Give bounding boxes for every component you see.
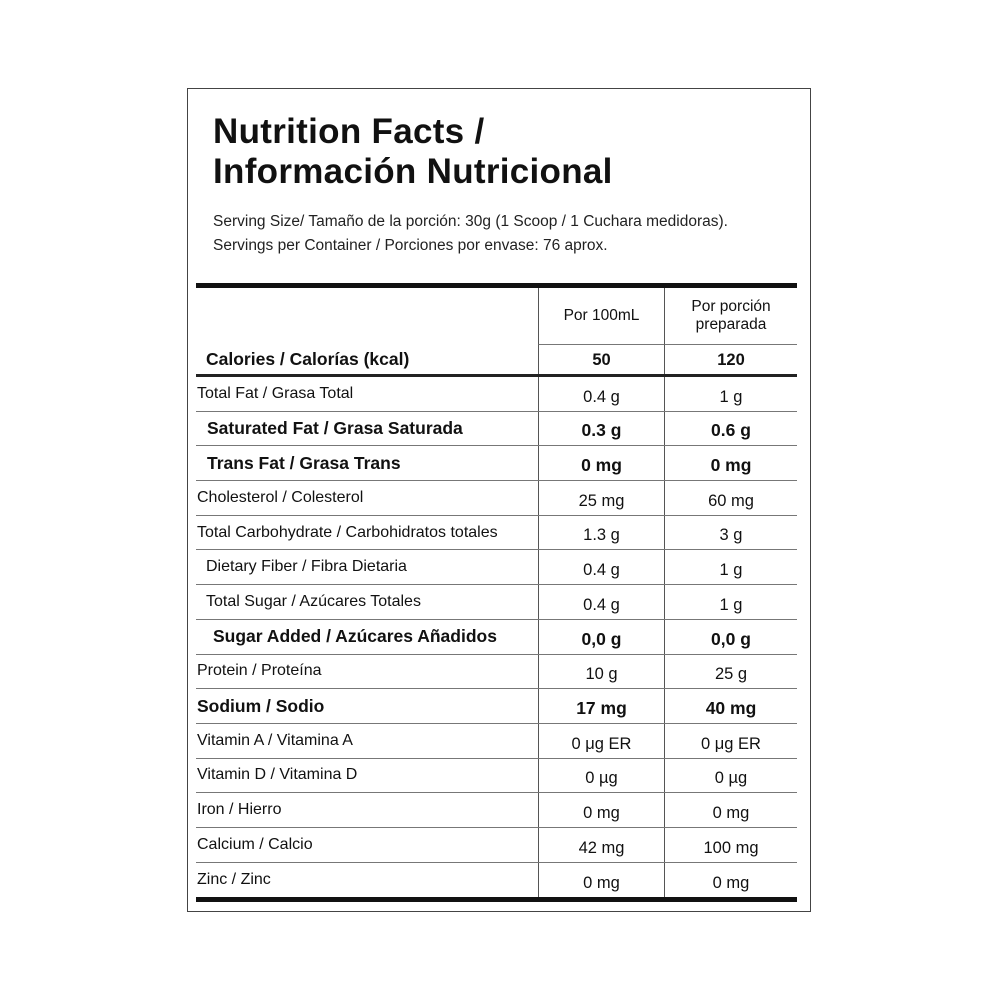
value-per-serving: 0 mg [664,862,797,898]
servings-per-container: Servings per Container / Porciones por e… [213,237,608,254]
nutrient-label: Protein / Proteína [197,662,322,680]
nutrient-row: Vitamin A / Vitamina A 0 μg ER 0 μg ER [196,723,797,759]
nutrition-table: Por 100mL Por porción preparada Calories… [196,283,797,903]
nutrient-label: Sodium / Sodio [197,695,325,716]
value-per-100ml: 42 mg [538,827,664,862]
value-per-serving: 0.6 g [664,411,797,446]
label-border [187,88,811,912]
nutrient-label: Vitamin D / Vitamina D [197,766,358,784]
serving-info: Serving Size/ Tamaño de la porción: 30g … [213,210,728,258]
value-per-100ml: 0 mg [538,446,664,481]
nutrient-row: Cholesterol / Colesterol 25 mg 60 mg [196,481,797,516]
value-per-100ml: 17 mg [538,689,664,723]
nutrient-row: Iron / Hierro 0 mg 0 mg [196,793,797,828]
nutrient-label: Total Carbohydrate / Carbohidratos total… [197,523,498,541]
nutrient-label: Calcium / Calcio [197,835,313,853]
nutrient-row: Total Carbohydrate / Carbohidratos total… [196,515,797,551]
value-per-serving: 0 µg [664,758,797,793]
value-per-100ml: 0.4 g [538,585,664,619]
value-per-100ml: 25 mg [538,481,664,515]
value-per-100ml: 0.4 g [538,550,664,585]
value-per-100ml: 0 mg [538,862,664,898]
value-per-100ml: 1.3 g [538,515,664,550]
nutrient-label: Saturated Fat / Grasa Saturada [207,418,463,439]
value-per-serving: 25 g [664,654,797,689]
nutrient-label: Total Fat / Grasa Total [197,384,354,402]
value-per-100ml: 0,0 g [538,619,664,654]
nutrient-row: Trans Fat / Grasa Trans 0 mg 0 mg [196,446,797,482]
value-per-100ml: 0 mg [538,793,664,827]
thick-divider [196,283,797,288]
value-per-100ml: 10 g [538,654,664,689]
nutrient-label: Total Sugar / Azúcares Totales [206,592,421,610]
value-per-serving: 60 mg [664,481,797,515]
value-per-serving: 40 mg [664,689,797,723]
value-per-serving: 1 g [664,550,797,585]
nutrient-label: Sugar Added / Azúcares Añadidos [213,626,497,647]
nutrient-label: Dietary Fiber / Fibra Dietaria [206,558,407,576]
value-per-100ml: 0.3 g [538,411,664,446]
value-per-100ml: 0 μg ER [538,723,664,758]
calories-row: Calories / Calorías (kcal) 50 120 [196,345,797,377]
value-per-100ml: 0.4 g [538,377,664,411]
nutrient-row: Protein / Proteína 10 g 25 g [196,654,797,690]
label-title: Nutrition Facts / Información Nutriciona… [213,112,613,192]
nutrient-label: Iron / Hierro [197,801,282,819]
value-per-serving: 3 g [664,515,797,550]
value-per-serving: 0 μg ER [664,723,797,758]
nutrient-label: Trans Fat / Grasa Trans [207,452,401,473]
value-per-100ml: 0 µg [538,758,664,793]
nutrient-label: Vitamin A / Vitamina A [197,731,353,749]
nutrient-row: Zinc / Zinc 0 mg 0 mg [196,862,797,898]
value-per-serving: 1 g [664,377,797,411]
column-header-per-serving: Por porción preparada [664,288,797,345]
nutrient-row: Saturated Fat / Grasa Saturada 0.3 g 0.6 g [196,411,797,447]
value-per-serving: 0 mg [664,446,797,481]
nutrient-row: Calcium / Calcio 42 mg 100 mg [196,827,797,863]
nutrient-row: Sodium / Sodio 17 mg 40 mg [196,689,797,724]
header-row: Por 100mL Por porción preparada [196,288,797,345]
value-per-serving: 1 g [664,585,797,619]
column-header-per-100ml: Por 100mL [538,288,664,345]
nutrient-row: Sugar Added / Azúcares Añadidos 0,0 g 0,0 … [196,619,797,655]
value-per-serving: 100 mg [664,827,797,862]
nutrient-row: Vitamin D / Vitamina D 0 µg 0 µg [196,758,797,794]
nutrient-label: Zinc / Zinc [197,870,271,888]
title-line-2: Información Nutricional [213,152,613,191]
nutrient-label: Cholesterol / Colesterol [197,488,364,506]
title-line-1: Nutrition Facts / [213,112,485,151]
serving-size: Serving Size/ Tamaño de la porción: 30g … [213,213,728,230]
value-per-serving: 0 mg [664,793,797,827]
bottom-thick-divider [196,897,797,903]
value-per-serving: 0,0 g [664,619,797,654]
